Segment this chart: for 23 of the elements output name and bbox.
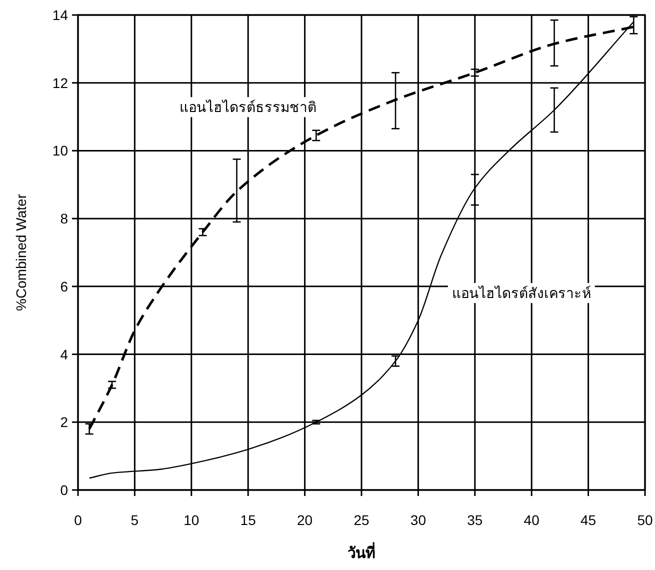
x-tick-label: 50 [637,512,653,528]
y-tick-label: 12 [52,74,68,91]
series-label: แอนไฮไดรต์สังเคราะห์ [452,285,591,302]
x-tick-label: 15 [240,512,256,528]
x-tick-label: 10 [184,512,200,528]
x-tick-label: 5 [130,512,139,528]
x-tick-label: 40 [524,512,540,528]
x-tick-label: 45 [580,512,596,528]
x-tick-label: 35 [467,512,483,528]
y-tick-label: 4 [60,346,68,362]
x-tick-label: 0 [74,512,82,528]
x-tick-label: 20 [297,512,313,528]
series-label: แอนไฮไดรต์ธรรมชาติ [180,99,317,116]
y-tick-label: 6 [60,278,68,294]
y-axis-title: %Combined Water [13,194,29,311]
y-tick-label: 8 [60,210,68,227]
x-tick-label: 30 [410,512,426,528]
y-tick-label: 2 [60,414,68,430]
y-tick-label: 0 [60,482,68,498]
x-tick-label: 25 [354,512,370,528]
x-axis-title: วันที่ [348,542,376,562]
y-tick-label: 14 [52,7,68,23]
y-tick-label: 10 [52,142,68,159]
